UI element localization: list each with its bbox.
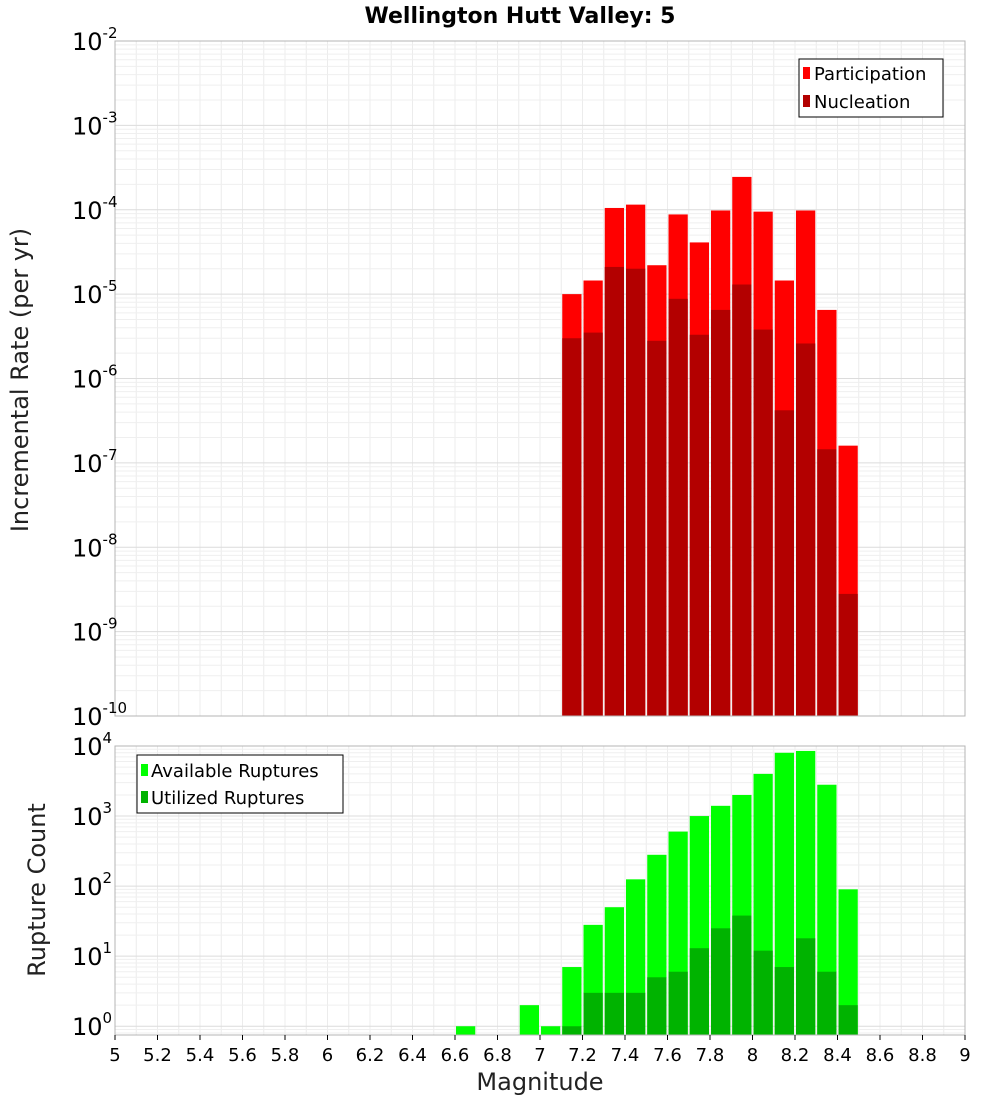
- top-y-tick-label: 10-8: [72, 530, 118, 562]
- top-y-tick-label: 10-10: [72, 699, 127, 731]
- bottom-y-tick-label: 102: [72, 869, 112, 901]
- bottom-y-axis-label: Rupture Count: [23, 803, 51, 977]
- top-y-tick-label: 10-5: [72, 277, 118, 309]
- x-tick-label: 5: [109, 1045, 120, 1066]
- x-tick-label: 5.2: [143, 1045, 172, 1066]
- x-tick-label: 7.2: [568, 1045, 597, 1066]
- rate-bar-b: [668, 298, 688, 716]
- top-y-ticks: 10-10 10-9 10-8 10-7 10-6 10-5 10-4 10-3 10-2: [72, 24, 127, 731]
- x-tick-label: 7.8: [696, 1045, 725, 1066]
- bottom-legend: Available Ruptures Utilized Ruptures: [136, 754, 344, 814]
- legend-label-participation: Participation: [814, 64, 926, 85]
- count-bar-a: [456, 1026, 476, 1035]
- bottom-y-tick-label: 103: [72, 799, 112, 831]
- rate-bar-b: [689, 334, 709, 716]
- x-tick-label: 5.4: [186, 1045, 215, 1066]
- count-bar-b: [753, 950, 773, 1035]
- top-y-axis-label: Incremental Rate (per yr): [6, 228, 34, 532]
- rate-bar-b: [604, 266, 624, 716]
- top-y-tick-label: 10-9: [72, 615, 118, 647]
- bottom-y-tick-label: 100: [72, 1009, 112, 1041]
- x-tick-label: 6: [322, 1045, 333, 1066]
- legend-label-nucleation: Nucleation: [814, 92, 910, 113]
- legend-swatch-utilized: [141, 791, 148, 803]
- count-bar-b: [626, 992, 646, 1035]
- legend-swatch-participation: [803, 67, 810, 79]
- count-bar-a: [541, 1026, 561, 1035]
- rate-bar-b: [647, 340, 667, 716]
- bottom-legend-box: [136, 754, 344, 814]
- x-tick-label: 8.6: [866, 1045, 895, 1066]
- top-y-tick-label: 10-7: [72, 446, 118, 478]
- count-bar-a: [562, 967, 582, 1035]
- x-tick-label: 6.4: [398, 1045, 427, 1066]
- count-bar-b: [817, 971, 837, 1035]
- top-y-tick-label: 10-2: [72, 24, 118, 56]
- count-bar-b: [647, 977, 667, 1035]
- count-bar-b: [711, 928, 731, 1035]
- rate-bar-b: [753, 329, 773, 716]
- count-bar-a: [774, 752, 794, 1035]
- count-bar-b: [583, 992, 603, 1035]
- bottom-x-ticks: 5 5.2 5.4 5.6 5.8 6 6.2 6.4 6.6 6.8 7 7.2 7.4 7.6 7.8 8…: [109, 1035, 971, 1066]
- x-tick-label: 7.6: [653, 1045, 682, 1066]
- count-bar-a: [519, 1005, 539, 1035]
- top-legend: Participation Nucleation: [798, 58, 944, 118]
- x-tick-label: 8.2: [781, 1045, 810, 1066]
- x-tick-label: 8: [747, 1045, 758, 1066]
- legend-label-available: Available Ruptures: [151, 761, 319, 782]
- count-bar-b: [562, 1026, 582, 1035]
- count-bar-b: [838, 1005, 858, 1035]
- top-y-tick-label: 10-6: [72, 362, 118, 394]
- bottom-y-tick-label: 101: [72, 939, 112, 971]
- x-tick-label: 9: [959, 1045, 970, 1066]
- top-plot-border: [114, 40, 966, 717]
- bottom-y-tick-label: 104: [72, 729, 112, 761]
- rate-bar-b: [817, 449, 837, 716]
- count-bar-b: [604, 992, 624, 1035]
- count-bar-b: [774, 967, 794, 1035]
- legend-swatch-nucleation: [803, 95, 810, 107]
- count-bar-b: [796, 938, 816, 1035]
- rate-bar-b: [711, 309, 731, 716]
- count-bar-b: [668, 971, 688, 1035]
- x-tick-label: 8.8: [908, 1045, 937, 1066]
- legend-label-utilized: Utilized Ruptures: [151, 788, 304, 809]
- rate-bar-b: [732, 284, 752, 716]
- x-tick-label: 5.6: [228, 1045, 257, 1066]
- rate-bar-b: [774, 410, 794, 716]
- legend-swatch-available: [141, 764, 148, 776]
- count-bar-a: [838, 889, 858, 1035]
- top-y-tick-label: 10-4: [72, 193, 118, 225]
- rate-bar-b: [583, 332, 603, 716]
- x-axis-label: Magnitude: [476, 1068, 603, 1096]
- chart-title: Wellington Hutt Valley: 5: [365, 4, 676, 29]
- rate-bar-b: [838, 593, 858, 716]
- top-legend-box: [798, 58, 944, 118]
- top-y-tick-label: 10-3: [72, 108, 118, 140]
- count-bar-b: [732, 915, 752, 1035]
- rate-bar-b: [796, 343, 816, 716]
- x-tick-label: 6.8: [483, 1045, 512, 1066]
- top-bars: [562, 176, 858, 717]
- rate-bar-b: [562, 338, 582, 716]
- x-tick-label: 6.2: [356, 1045, 385, 1066]
- x-tick-label: 7.4: [611, 1045, 640, 1066]
- x-tick-label: 8.4: [823, 1045, 852, 1066]
- count-bar-b: [689, 948, 709, 1035]
- x-tick-label: 7: [534, 1045, 545, 1066]
- top-grid: [114, 40, 966, 717]
- bottom-y-ticks: 100 101 102 103 104: [72, 729, 112, 1041]
- rate-bar-b: [626, 268, 646, 716]
- bottom-bars: [456, 750, 858, 1035]
- x-tick-label: 5.8: [271, 1045, 300, 1066]
- x-tick-label: 6.6: [441, 1045, 470, 1066]
